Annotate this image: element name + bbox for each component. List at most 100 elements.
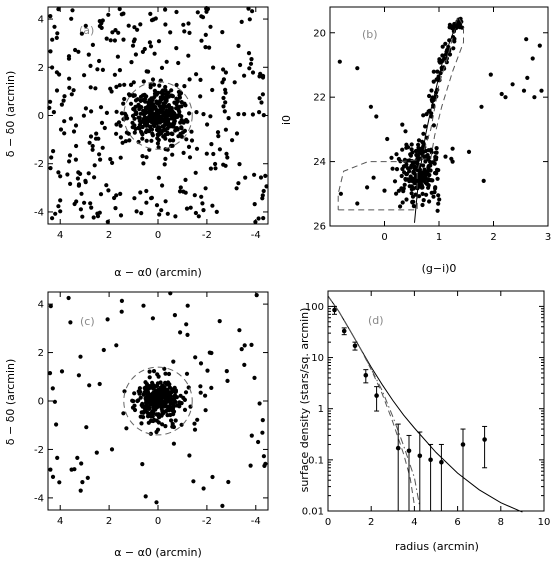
data-point bbox=[183, 390, 189, 395]
data-point bbox=[532, 95, 537, 100]
data-point bbox=[167, 382, 172, 387]
data-point bbox=[109, 447, 115, 452]
data-point bbox=[178, 185, 183, 190]
data-point bbox=[159, 387, 164, 392]
data-point bbox=[441, 65, 446, 70]
data-point bbox=[409, 163, 414, 168]
data-point bbox=[157, 212, 162, 217]
data-point bbox=[93, 86, 98, 91]
data-point bbox=[90, 143, 95, 149]
data-point bbox=[431, 194, 436, 199]
data-point bbox=[58, 127, 64, 132]
data-point bbox=[98, 157, 103, 162]
data-point bbox=[136, 115, 141, 120]
data-point bbox=[162, 400, 167, 405]
data-point bbox=[130, 43, 136, 48]
data-point bbox=[261, 113, 266, 118]
data-point bbox=[423, 124, 428, 129]
data-point bbox=[210, 87, 215, 93]
data-point bbox=[144, 106, 149, 112]
data-point bbox=[170, 94, 175, 99]
data-point bbox=[443, 41, 448, 46]
data-point bbox=[163, 136, 168, 141]
data-point bbox=[144, 155, 149, 160]
data-point bbox=[402, 170, 407, 175]
data-point bbox=[436, 193, 441, 198]
data-point bbox=[185, 332, 190, 337]
panel-c-ticks: 4 2 0 -2 -4 -4 -2 0 2 4 bbox=[34, 292, 268, 527]
data-point bbox=[59, 369, 65, 374]
panel-d-label: (d) bbox=[368, 314, 384, 327]
data-point bbox=[416, 138, 422, 143]
data-point bbox=[76, 182, 82, 187]
x-tick-label: 4 bbox=[57, 516, 63, 527]
data-point bbox=[114, 122, 119, 127]
data-point bbox=[176, 108, 181, 113]
data-point bbox=[58, 198, 63, 203]
data-point bbox=[220, 503, 225, 508]
data-point bbox=[97, 381, 102, 387]
data-point bbox=[149, 102, 154, 107]
data-point bbox=[138, 190, 143, 195]
data-point bbox=[188, 205, 193, 210]
data-point bbox=[192, 421, 197, 426]
data-point bbox=[76, 373, 81, 378]
data-point bbox=[121, 411, 126, 416]
data-point bbox=[165, 114, 170, 119]
y-tick-label: 24 bbox=[313, 157, 326, 168]
y-tick-label: -4 bbox=[34, 207, 44, 218]
data-point bbox=[203, 186, 208, 191]
data-point bbox=[396, 156, 401, 162]
data-point bbox=[141, 98, 146, 103]
data-point bbox=[257, 401, 262, 406]
panel-a-ylabel: δ − δ0 (arcmin) bbox=[4, 71, 17, 158]
data-point bbox=[161, 95, 166, 100]
data-point bbox=[420, 202, 425, 208]
data-point bbox=[189, 138, 195, 143]
data-point bbox=[159, 90, 164, 95]
data-point bbox=[160, 124, 165, 129]
data-point bbox=[261, 73, 266, 79]
data-point bbox=[148, 44, 154, 49]
data-point bbox=[187, 155, 193, 160]
data-point bbox=[140, 124, 145, 130]
data-point bbox=[181, 22, 186, 27]
data-point bbox=[160, 403, 165, 408]
data-point bbox=[355, 66, 360, 71]
data-point bbox=[415, 158, 420, 163]
data-point bbox=[86, 52, 91, 57]
data-point bbox=[68, 320, 73, 325]
data-point bbox=[148, 124, 153, 129]
data-point bbox=[142, 46, 147, 52]
data-point bbox=[165, 126, 170, 131]
data-point bbox=[170, 421, 175, 427]
data-point bbox=[177, 404, 182, 409]
data-point bbox=[261, 216, 266, 221]
data-point bbox=[207, 350, 212, 355]
data-point bbox=[400, 147, 405, 152]
data-point bbox=[433, 155, 438, 160]
x-tick-label: 1 bbox=[436, 232, 442, 243]
data-point bbox=[149, 195, 154, 200]
data-point bbox=[159, 208, 164, 213]
data-point bbox=[434, 146, 439, 151]
data-point bbox=[424, 192, 429, 197]
data-point bbox=[420, 191, 425, 196]
data-point bbox=[252, 375, 257, 380]
data-point bbox=[108, 157, 113, 162]
data-point bbox=[132, 116, 137, 121]
data-point bbox=[421, 198, 426, 203]
data-point bbox=[155, 108, 160, 113]
data-point bbox=[147, 411, 153, 416]
data-point bbox=[427, 199, 432, 204]
data-point bbox=[185, 119, 190, 124]
data-point bbox=[332, 307, 337, 313]
x-tick-label: -2 bbox=[202, 516, 212, 527]
data-point bbox=[260, 418, 265, 423]
data-point bbox=[211, 65, 216, 70]
data-point bbox=[199, 38, 204, 43]
data-point bbox=[167, 385, 172, 390]
data-point bbox=[145, 387, 150, 392]
data-point bbox=[132, 25, 137, 30]
